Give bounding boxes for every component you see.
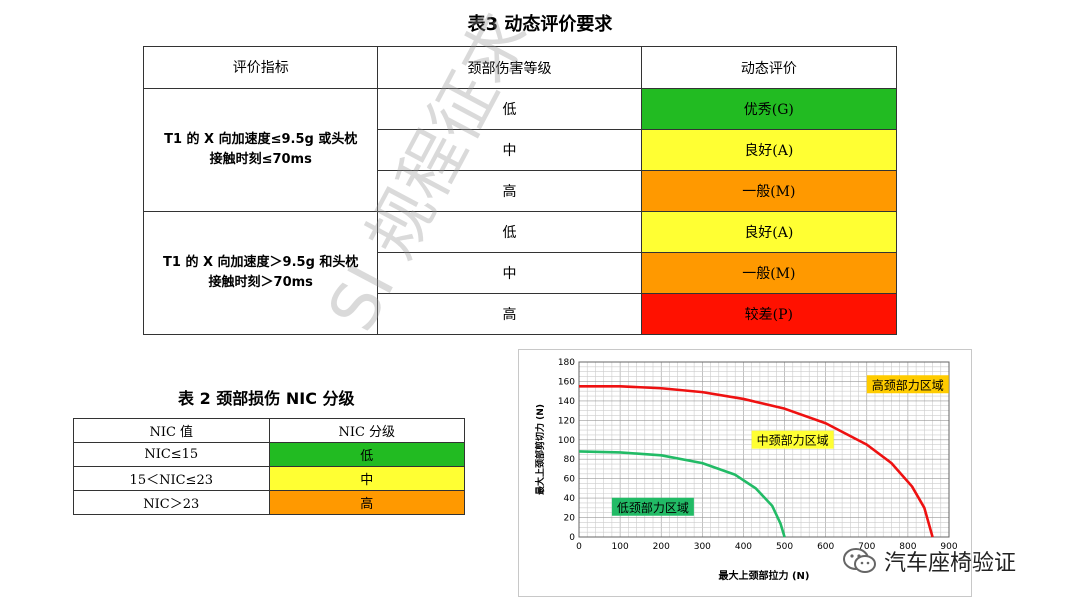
- nic-grade-cell: 高: [268, 490, 466, 515]
- indicator-2-line2: 接触时刻＞70ms: [208, 275, 313, 290]
- header-neck-injury-level: 颈部伤害等级: [377, 46, 642, 89]
- nic-grade-cell: 中: [268, 466, 466, 491]
- x-tick-label: 0: [576, 542, 582, 552]
- header-dynamic-rating: 动态评价: [640, 46, 898, 89]
- region-label-1: 中颈部力区域: [757, 433, 829, 448]
- x-tick-label: 600: [817, 542, 834, 552]
- y-tick-label: 120: [558, 416, 575, 426]
- table2-title: 表 2 颈部损伤 NIC 分级: [178, 389, 355, 408]
- region-label-bg-2: [611, 497, 694, 516]
- y-axis-label: 最大上颈部剪切力 (N): [534, 404, 546, 495]
- x-tick-label: 100: [612, 542, 629, 552]
- region-label-bg-1: [751, 430, 834, 449]
- y-tick-label: 20: [564, 514, 576, 524]
- header-indicator: 评价指标: [142, 46, 379, 89]
- y-tick-label: 0: [569, 533, 575, 543]
- x-tick-label: 400: [735, 542, 752, 552]
- y-tick-label: 180: [558, 358, 575, 368]
- header-nic-grade: NIC 分级: [268, 418, 466, 443]
- y-tick-label: 160: [558, 377, 575, 387]
- indicator-1-line1: T1 的 X 向加速度≤9.5g 或头枕: [164, 132, 358, 147]
- nic-value-cell: NIC≤15: [73, 442, 270, 467]
- indicator-cell-1: T1 的 X 向加速度≤9.5g 或头枕 接触时刻≤70ms: [142, 88, 379, 212]
- rating-cell: 较差(P): [640, 293, 898, 335]
- level-cell: 高: [377, 293, 642, 335]
- nic-grading-table: NIC 值 NIC 分级 NIC≤15 低 15＜NIC≤23 中 NIC＞23…: [73, 418, 466, 515]
- header-nic-value: NIC 值: [73, 418, 270, 443]
- x-axis-label: 最大上颈部拉力 (N): [719, 569, 810, 582]
- series-line-1: [579, 385, 934, 538]
- y-tick-label: 140: [558, 397, 575, 407]
- x-tick-label: 900: [940, 542, 957, 552]
- level-cell: 中: [377, 129, 642, 171]
- wechat-icon: [843, 548, 876, 573]
- dynamic-evaluation-table: 评价指标 颈部伤害等级 动态评价 T1 的 X 向加速度≤9.5g 或头枕 接触…: [142, 46, 898, 335]
- table3-title: 表3 动态评价要求: [467, 14, 613, 35]
- rating-cell: 优秀(G): [640, 88, 898, 130]
- wechat-badge: 汽车座椅验证: [842, 545, 1016, 577]
- region-label-0: 高颈部力区域: [872, 377, 944, 392]
- level-cell: 低: [377, 211, 642, 253]
- nic-value-cell: NIC＞23: [73, 490, 270, 515]
- indicator-cell-2: T1 的 X 向加速度＞9.5g 和头枕 接触时刻＞70ms: [142, 211, 379, 335]
- x-tick-label: 200: [653, 542, 670, 552]
- level-cell: 高: [377, 170, 642, 212]
- nic-value-cell: 15＜NIC≤23: [73, 466, 270, 491]
- nic-grade-cell: 低: [268, 442, 466, 467]
- x-tick-label: 500: [776, 542, 793, 552]
- y-tick-label: 100: [558, 436, 575, 446]
- x-tick-label: 700: [858, 542, 875, 552]
- region-label-2: 低颈部力区域: [617, 500, 689, 515]
- level-cell: 中: [377, 252, 642, 294]
- region-label-bg-0: [866, 375, 949, 394]
- indicator-1-line2: 接触时刻≤70ms: [209, 152, 312, 167]
- indicator-2-line1: T1 的 X 向加速度＞9.5g 和头枕: [163, 255, 359, 270]
- x-tick-label: 800: [899, 542, 916, 552]
- neck-force-chart: 0 100 200 300 400 500 600 700 800 900 0 20 40 60 80 100…: [518, 349, 972, 597]
- x-tick-label: 300: [694, 542, 711, 552]
- wechat-label: 汽车座椅验证: [884, 551, 1017, 576]
- y-tick-label: 80: [564, 455, 576, 465]
- neck-force-chart-svg: 0 100 200 300 400 500 600 700 800 900 0 20 40 60 80 100…: [534, 358, 958, 582]
- rating-cell: 一般(M): [640, 252, 898, 294]
- rating-cell: 良好(A): [640, 129, 898, 171]
- rating-cell: 一般(M): [640, 170, 898, 212]
- series-line-0: [578, 450, 786, 538]
- y-tick-label: 40: [564, 494, 576, 504]
- y-tick-label: 60: [564, 475, 576, 485]
- plot-frame: [578, 361, 950, 538]
- rating-cell: 良好(A): [640, 211, 898, 253]
